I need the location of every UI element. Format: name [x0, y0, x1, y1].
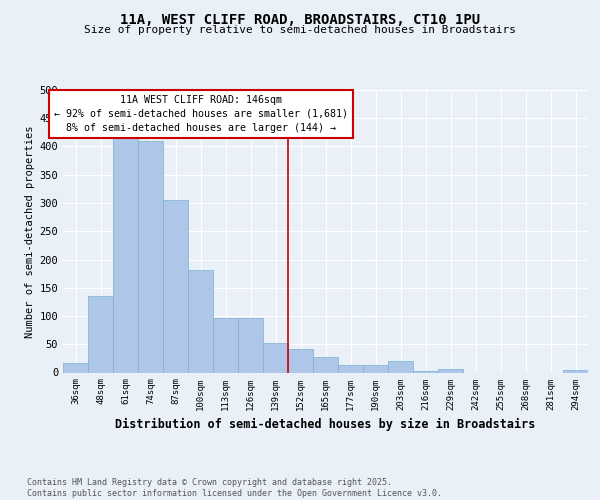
Bar — [263, 342, 288, 372]
Bar — [63, 363, 88, 372]
Text: Contains HM Land Registry data © Crown copyright and database right 2025.
Contai: Contains HM Land Registry data © Crown c… — [27, 478, 442, 498]
Bar — [563, 370, 588, 372]
Bar — [313, 357, 338, 372]
Bar — [138, 141, 163, 372]
Bar — [238, 318, 263, 372]
Bar — [88, 296, 113, 372]
Bar — [388, 361, 413, 372]
Y-axis label: Number of semi-detached properties: Number of semi-detached properties — [25, 125, 35, 338]
Text: 11A, WEST CLIFF ROAD, BROADSTAIRS, CT10 1PU: 11A, WEST CLIFF ROAD, BROADSTAIRS, CT10 … — [120, 12, 480, 26]
X-axis label: Distribution of semi-detached houses by size in Broadstairs: Distribution of semi-detached houses by … — [115, 418, 536, 431]
Bar — [213, 318, 238, 372]
Bar — [438, 369, 463, 372]
Bar — [188, 270, 213, 372]
Bar — [338, 365, 363, 372]
Bar — [163, 200, 188, 372]
Bar — [113, 137, 138, 372]
Bar — [413, 371, 438, 372]
Bar — [363, 365, 388, 372]
Text: 11A WEST CLIFF ROAD: 146sqm
← 92% of semi-detached houses are smaller (1,681)
8%: 11A WEST CLIFF ROAD: 146sqm ← 92% of sem… — [53, 94, 347, 132]
Text: Size of property relative to semi-detached houses in Broadstairs: Size of property relative to semi-detach… — [84, 25, 516, 35]
Bar — [288, 349, 313, 372]
